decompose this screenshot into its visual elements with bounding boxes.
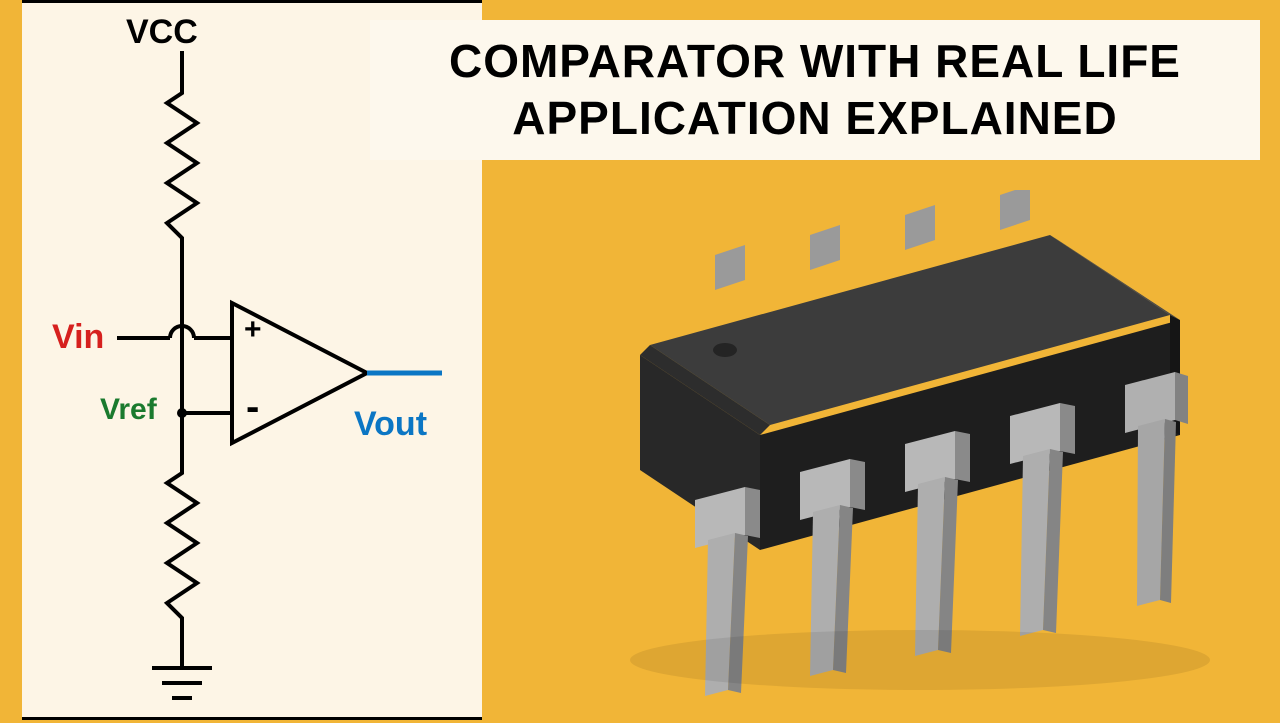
title-line2: APPLICATION EXPLAINED <box>512 92 1117 144</box>
title-line1: COMPARATOR WITH REAL LIFE <box>449 35 1181 87</box>
title-box: COMPARATOR WITH REAL LIFE APPLICATION EX… <box>370 20 1260 160</box>
label-plus: + <box>244 313 262 347</box>
label-vcc: VCC <box>126 13 198 52</box>
label-vout: Vout <box>354 405 427 444</box>
label-vref: Vref <box>100 393 157 427</box>
label-minus: - <box>246 385 259 430</box>
chip-image <box>560 190 1230 710</box>
label-vin: Vin <box>52 318 104 357</box>
